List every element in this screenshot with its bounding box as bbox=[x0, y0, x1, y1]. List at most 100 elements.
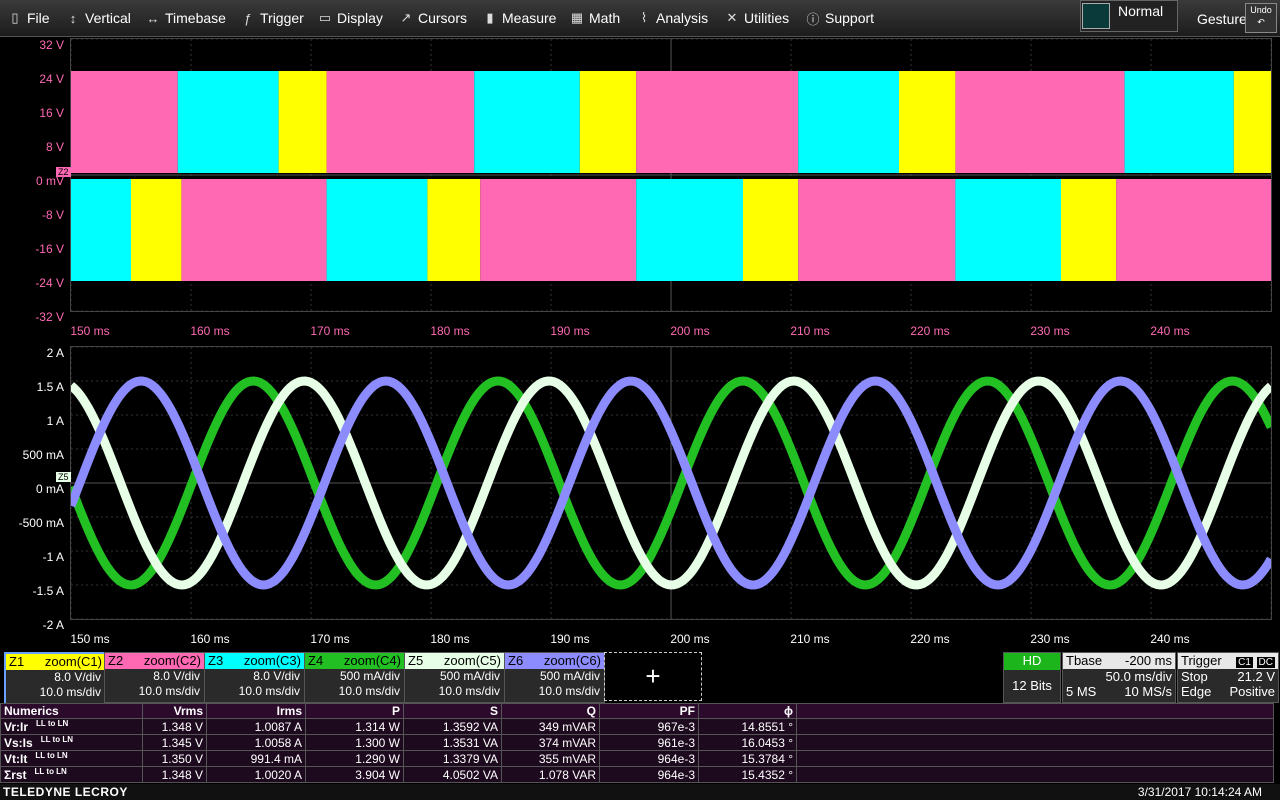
row-label: Vt:It LL to LN bbox=[0, 750, 143, 767]
negative-pwm-block bbox=[798, 179, 956, 281]
x-tick-label: 200 ms bbox=[670, 324, 710, 338]
numeric-cell: 349 mVAR bbox=[501, 718, 600, 735]
channel-id: Z2 bbox=[108, 653, 124, 668]
menu-display[interactable]: ▭ Display bbox=[318, 10, 383, 26]
y-tick-label: 8 V bbox=[45, 140, 64, 154]
menu-measure[interactable]: ▮ Measure bbox=[483, 0, 556, 36]
channel-descriptor-z3[interactable]: Z3 zoom(C3) 8.0 V/div 10.0 ms/div bbox=[204, 652, 305, 703]
channel-tdiv: 10.0 ms/div bbox=[238, 684, 300, 698]
channel-vdiv: 8.0 V/div bbox=[153, 669, 200, 683]
current-trace-z5 bbox=[71, 376, 1271, 590]
x-tick-label: 190 ms bbox=[550, 632, 590, 646]
positive-pwm-block bbox=[326, 71, 475, 173]
z2-marker[interactable]: Z2 bbox=[56, 167, 71, 177]
x-tick-label: 190 ms bbox=[550, 324, 590, 338]
tbase-samples: 5 MS bbox=[1066, 684, 1097, 699]
channel-source: zoom(C2) bbox=[143, 653, 201, 668]
numeric-cell: 1.348 V bbox=[142, 766, 207, 783]
positive-pwm-block bbox=[1233, 71, 1271, 173]
numeric-cell: 1.0087 A bbox=[206, 718, 306, 735]
y-tick-label: -500 mA bbox=[18, 516, 64, 530]
channel-source: zoom(C3) bbox=[243, 653, 301, 668]
channel-descriptor-z2[interactable]: Z2 zoom(C2) 8.0 V/div 10.0 ms/div bbox=[104, 652, 205, 703]
positive-pwm-block bbox=[579, 71, 637, 173]
grid-layout-icon[interactable] bbox=[1082, 3, 1110, 29]
menu-file[interactable]: ▯ File bbox=[8, 0, 49, 36]
channel-vdiv: 500 mA/div bbox=[439, 669, 500, 683]
channel-descriptor-z5[interactable]: Z5 zoom(C5) 500 mA/div 10.0 ms/div bbox=[404, 652, 505, 703]
menu-support[interactable]: ⓘ Support bbox=[806, 10, 875, 27]
tools-icon: ✕ bbox=[726, 10, 738, 25]
menu-utilities[interactable]: ✕ Utilities bbox=[726, 10, 790, 26]
status-bar: TELEDYNE LECROY 3/31/2017 10:14:24 AM bbox=[0, 784, 1280, 800]
numerics-title: Numerics bbox=[0, 703, 143, 719]
channel-id: Z3 bbox=[208, 653, 224, 668]
x-tick-label: 170 ms bbox=[310, 632, 350, 646]
info-icon: ⓘ bbox=[806, 11, 820, 27]
positive-pwm-block bbox=[71, 71, 178, 173]
y-tick-label: 1 A bbox=[46, 414, 64, 428]
numeric-cell: 991.4 mA bbox=[206, 750, 306, 767]
channel-descriptor-z1[interactable]: Z1 zoom(C1) 8.0 V/div 10.0 ms/div bbox=[4, 652, 107, 705]
voltage-plot[interactable] bbox=[70, 38, 1272, 312]
y-tick-label: -1 A bbox=[42, 550, 64, 564]
z5-marker[interactable]: Z5 bbox=[56, 472, 71, 482]
numeric-cell: 1.0058 A bbox=[206, 734, 306, 751]
menu-trigger[interactable]: ƒ Trigger bbox=[241, 0, 303, 36]
y-tick-label: -32 V bbox=[35, 310, 64, 324]
x-tick-label: 160 ms bbox=[190, 324, 230, 338]
x-tick-label: 240 ms bbox=[1150, 324, 1190, 338]
x-tick-label: 220 ms bbox=[910, 632, 950, 646]
col-header: PF bbox=[599, 703, 699, 719]
x-tick-label: 150 ms bbox=[70, 324, 110, 338]
x-tick-label: 210 ms bbox=[790, 324, 830, 338]
numeric-cell: 374 mVAR bbox=[501, 734, 600, 751]
trigger-channel: C1 bbox=[1236, 657, 1253, 668]
datetime: 3/31/2017 10:14:24 AM bbox=[1137, 785, 1262, 799]
positive-pwm-block bbox=[1124, 71, 1234, 173]
negative-pwm-block bbox=[1061, 179, 1117, 281]
channel-vdiv: 8.0 V/div bbox=[253, 669, 300, 683]
numeric-cell: 15.3784 ° bbox=[698, 750, 797, 767]
x-tick-label: 150 ms bbox=[70, 632, 110, 646]
channel-source: zoom(C5) bbox=[443, 653, 501, 668]
numeric-cell: 1.300 W bbox=[305, 734, 404, 751]
channel-tdiv: 10.0 ms/div bbox=[538, 684, 600, 698]
positive-pwm-block bbox=[177, 71, 279, 173]
menu-math[interactable]: ▦ Math bbox=[570, 10, 621, 26]
numeric-cell: 1.3592 VA bbox=[403, 718, 502, 735]
positive-pwm-block bbox=[278, 71, 327, 173]
numeric-cell: 967e-3 bbox=[599, 718, 699, 735]
positive-pwm-block bbox=[955, 71, 1125, 173]
horizontal-arrows-icon: ↔ bbox=[146, 10, 160, 26]
numeric-cell: 355 mVAR bbox=[501, 750, 600, 767]
brand-logo: TELEDYNE LECROY bbox=[3, 785, 128, 799]
channel-descriptor-z6[interactable]: Z6 zoom(C6) 500 mA/div 10.0 ms/div bbox=[504, 652, 605, 703]
x-tick-label: 230 ms bbox=[1030, 632, 1070, 646]
cursor-icon: ↗ bbox=[400, 10, 412, 25]
numeric-cell: 1.350 V bbox=[142, 750, 207, 767]
menu-cursors[interactable]: ↗ Cursors bbox=[400, 10, 468, 26]
trash-icon: ▯ bbox=[11, 10, 19, 25]
numerics-table: Numerics Vrms Irms P S Q PF ϕ Vr:Ir LL to… bbox=[0, 703, 1280, 783]
trigger-box[interactable]: Trigger C1 DC Stop 21.2 V Edge Positive bbox=[1177, 652, 1279, 703]
col-header: P bbox=[305, 703, 404, 719]
channel-tdiv: 10.0 ms/div bbox=[39, 685, 101, 699]
timebase-box[interactable]: Tbase -200 ms 50.0 ms/div 5 MS 10 MS/s bbox=[1062, 652, 1176, 703]
undo-button[interactable]: Undo ↶ bbox=[1245, 3, 1277, 33]
menu-vertical[interactable]: ↕ Vertical bbox=[66, 0, 131, 36]
numeric-cell: 1.314 W bbox=[305, 718, 404, 735]
positive-pwm-block bbox=[899, 71, 956, 173]
current-plot[interactable] bbox=[70, 346, 1272, 620]
add-trace-button[interactable]: + bbox=[604, 652, 702, 701]
row-label: Vs:Is LL to LN bbox=[0, 734, 143, 751]
negative-pwm-block bbox=[1116, 179, 1271, 281]
y-tick-label: 500 mA bbox=[22, 448, 64, 462]
channel-descriptor-z4[interactable]: Z4 zoom(C4) 500 mA/div 10.0 ms/div bbox=[304, 652, 405, 703]
menu-timebase[interactable]: ↔ Timebase bbox=[146, 10, 226, 26]
menu-analysis[interactable]: ⌇ Analysis bbox=[637, 0, 708, 36]
channel-tdiv: 10.0 ms/div bbox=[138, 684, 200, 698]
channel-id: Z6 bbox=[508, 653, 524, 668]
tbase-rate: 50.0 ms/div bbox=[1105, 669, 1172, 684]
acquisition-box[interactable]: HD 12 Bits bbox=[1003, 652, 1061, 703]
